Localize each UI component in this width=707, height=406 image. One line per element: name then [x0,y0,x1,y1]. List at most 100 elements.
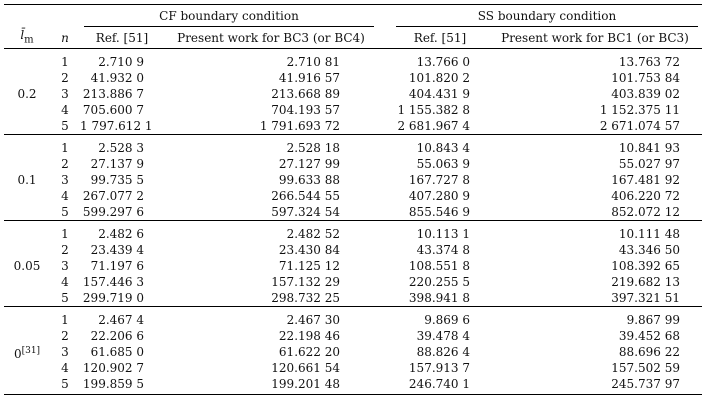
ss-present-value: 167.481 92 [611,173,680,188]
cf-ref-value: 23.439 4 [90,243,144,258]
cf-ref-value: 61.685 0 [90,345,144,360]
header-row-groups: CF boundary condition SS boundary condit… [4,7,702,27]
cf-group-label: CF boundary condition [84,8,374,27]
ss-present-value: 1 152.375 11 [599,103,680,118]
cf-present-column-header: Present work for BC3 (or BC4) [177,30,365,45]
cf-present-value: 41.916 57 [278,71,340,86]
table-row: 5 299.719 0 298.732 25 398.941 8 397.321 51 [4,290,702,307]
ss-ref-value: 398.941 8 [408,291,470,306]
group-separator [4,220,702,224]
cf-ref-value: 41.932 0 [90,71,144,86]
cf-present-value: 71.125 12 [278,259,340,274]
ss-ref-value: 167.727 8 [408,173,470,188]
table-row: 5 599.297 6 597.324 54 855.546 9 852.072 12 [4,204,702,221]
n-value: 2 [61,243,69,258]
ss-ref-value: 10.113 1 [416,227,470,242]
column-spacer [378,274,392,290]
ss-present-value: 403.839 02 [611,87,680,102]
ss-ref-value: 407.280 9 [408,189,470,204]
n-value: 5 [61,119,69,134]
column-spacer [378,70,392,86]
cf-ref-value: 199.859 5 [82,377,144,392]
n-value: 3 [61,259,69,274]
table-row: 5 199.859 5 199.201 48 246.740 1 245.737 97 [4,376,702,392]
cf-present-value: 2.528 18 [286,141,340,156]
column-spacer [378,360,392,376]
column-spacer [378,328,392,344]
lm-value: 0[31] [13,345,41,361]
ss-present-value: 157.502 59 [611,361,680,376]
ss-present-value: 9.867 99 [626,313,680,328]
column-spacer [378,376,392,392]
column-spacer [378,137,392,156]
cf-present-value: 597.324 54 [271,205,340,220]
cf-present-value: 157.132 29 [271,275,340,290]
n-value: 4 [61,361,69,376]
ss-group-header: SS boundary condition [392,7,702,27]
ss-ref-column-header: Ref. [51] [413,30,467,45]
table-row: 5 1 797.612 1 1 791.693 72 2 681.967 4 2 671… [4,118,702,135]
ss-present-value: 245.737 97 [611,377,680,392]
column-spacer [378,172,392,188]
group-separator [4,134,702,138]
cf-present-value: 266.544 55 [271,189,340,204]
ss-present-value: 10.841 93 [618,141,680,156]
n-value: 4 [61,189,69,204]
table-row: 2 27.137 9 27.127 99 55.063 9 55.027 97 [4,156,702,172]
table-row: 3 99.735 5 99.633 88 167.727 8 167.481 92 [4,172,702,188]
ss-ref-value: 157.913 7 [408,361,470,376]
n-column-header: n [61,30,69,45]
lm-value: 0.2 [17,87,37,102]
header-spacer [378,7,392,27]
header-spacer [4,7,50,27]
group-separator [4,48,702,52]
ss-ref-value: 404.431 9 [408,87,470,102]
table-row: 0.05 1 2.482 6 2.482 52 10.113 1 10.111 48 [4,223,702,273]
ss-present-value: 39.452 68 [618,329,680,344]
column-spacer [378,188,392,204]
cf-present-value: 2.467 30 [286,313,340,328]
n-value: 3 [61,173,69,188]
table-row: 4 705.600 7 704.193 57 1 155.382 8 1 152.375… [4,102,702,118]
ss-ref-value: 220.255 5 [408,275,470,290]
group-separator [4,306,702,310]
column-spacer [378,204,392,221]
cf-present-value: 298.732 25 [271,291,340,306]
column-spacer [378,309,392,328]
cf-present-value: 99.633 88 [278,173,340,188]
cf-ref-value: 99.735 5 [90,173,144,188]
cf-ref-value: 2.710 9 [98,55,144,70]
cf-ref-value: 705.600 7 [82,103,144,118]
ss-group-label: SS boundary condition [396,8,698,27]
n-value: 2 [61,329,69,344]
cf-present-value: 1 791.693 72 [259,119,340,134]
ss-present-value: 108.392 65 [611,259,680,274]
cf-present-value: 199.201 48 [271,377,340,392]
ss-ref-value: 9.869 6 [424,313,470,328]
cf-present-value: 2.482 52 [286,227,340,242]
ss-ref-value: 13.766 0 [416,55,470,70]
column-spacer [378,223,392,242]
cf-ref-value: 2.528 3 [98,141,144,156]
ss-ref-value: 43.374 8 [416,243,470,258]
n-value: 1 [61,141,69,156]
column-spacer [378,258,392,274]
ss-ref-value: 1 155.382 8 [397,103,470,118]
table-row: 4 267.077 2 266.544 55 407.280 9 406.220 72 [4,188,702,204]
lm-value: 0.05 [13,259,41,274]
n-value: 3 [61,345,69,360]
table-row: 0[31] 1 2.467 4 2.467 30 9.869 6 9.867 99 [4,309,702,361]
cf-ref-value: 2.482 6 [98,227,144,242]
cf-present-value: 120.661 54 [271,361,340,376]
cf-ref-value: 157.446 3 [82,275,144,290]
n-value: 1 [61,55,69,70]
cf-ref-value: 1 797.612 1 [80,119,153,134]
header-row-columns: l̄m n Ref. [51] Present work for BC3 (or… [4,27,702,49]
column-spacer [378,118,392,135]
cf-present-value: 61.622 20 [278,345,340,360]
table-row: 2 22.206 6 22.198 46 39.478 4 39.452 68 [4,328,702,344]
cf-ref-value: 22.206 6 [90,329,144,344]
cf-present-value: 2.710 81 [286,55,340,70]
ss-ref-value: 88.826 4 [416,345,470,360]
